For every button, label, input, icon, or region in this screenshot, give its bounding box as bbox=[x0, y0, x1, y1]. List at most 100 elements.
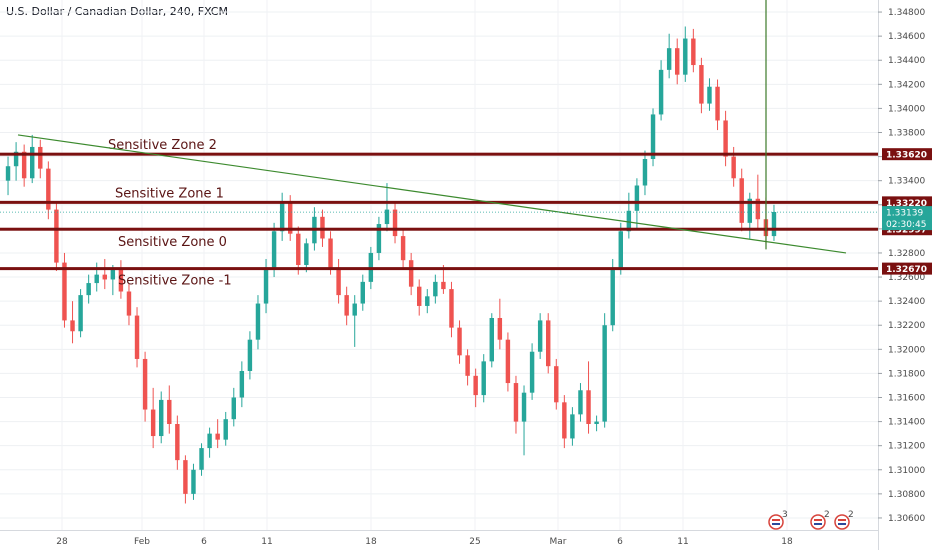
candle bbox=[255, 295, 261, 350]
candle-body bbox=[5, 166, 11, 181]
current-price-text: 1.33139 bbox=[886, 209, 923, 219]
candle-body bbox=[231, 397, 236, 420]
candle-body bbox=[433, 281, 438, 297]
badge-count: 2 bbox=[848, 510, 854, 520]
zone-price-tag: 1.33620 bbox=[882, 148, 932, 161]
candle-body bbox=[666, 48, 672, 70]
candle-body bbox=[747, 198, 752, 223]
candle-body bbox=[183, 460, 188, 494]
candle-body bbox=[521, 392, 527, 422]
y-tick-label: 1.33400 bbox=[888, 177, 925, 187]
candle bbox=[554, 358, 559, 410]
zone-label: Sensitive Zone 1 bbox=[115, 186, 224, 201]
flag-stripe bbox=[838, 519, 846, 521]
candle bbox=[457, 320, 462, 364]
candle bbox=[481, 354, 486, 403]
candle-body bbox=[537, 320, 543, 352]
candle-body bbox=[578, 390, 583, 415]
candle-body bbox=[86, 283, 91, 296]
y-tick-label: 1.31800 bbox=[888, 369, 925, 379]
candle bbox=[62, 252, 67, 328]
candle-body bbox=[699, 65, 704, 104]
candle-body bbox=[159, 399, 164, 437]
candle bbox=[594, 415, 599, 432]
candle-body bbox=[360, 281, 365, 304]
zone-line bbox=[0, 200, 878, 204]
candle bbox=[134, 307, 140, 368]
candle bbox=[626, 192, 632, 239]
zone-tag-bg bbox=[882, 196, 932, 209]
candle-body bbox=[255, 303, 261, 340]
candle-body bbox=[134, 315, 140, 359]
economic-event-badge: 3 bbox=[768, 510, 788, 530]
candle bbox=[521, 385, 527, 456]
x-tick-label: 25 bbox=[469, 537, 480, 547]
y-tick-label: 1.32600 bbox=[888, 273, 925, 283]
candle bbox=[5, 156, 11, 196]
candle-body bbox=[328, 238, 333, 268]
candle bbox=[400, 228, 406, 268]
candle-body bbox=[497, 318, 503, 340]
candle-body bbox=[21, 151, 27, 179]
zone-tag-bg bbox=[882, 148, 932, 161]
candle bbox=[505, 332, 511, 392]
candle-body bbox=[425, 296, 430, 306]
candle bbox=[489, 313, 494, 368]
zone-line bbox=[0, 227, 878, 231]
candle bbox=[747, 192, 752, 239]
economic-event-badge: 2 bbox=[810, 510, 830, 530]
zone-tag-text: 1.33220 bbox=[886, 199, 927, 209]
x-tick-label: Mar bbox=[550, 537, 567, 547]
candle-body bbox=[610, 267, 615, 326]
candle-body bbox=[191, 469, 196, 494]
y-tick-label: 1.31200 bbox=[888, 442, 925, 452]
economic-event-badge: 2 bbox=[834, 510, 854, 530]
chart-title: U.S. Dollar / Canadian Dollar, 240, FXCM bbox=[6, 5, 228, 18]
candle-body bbox=[150, 409, 156, 437]
candle-body bbox=[715, 86, 720, 121]
candle bbox=[529, 343, 535, 400]
candle-body bbox=[642, 159, 648, 186]
candle bbox=[392, 202, 398, 244]
y-tick-label: 1.32400 bbox=[888, 297, 925, 307]
candle-body bbox=[723, 120, 728, 157]
candle bbox=[183, 455, 188, 504]
candle bbox=[739, 168, 744, 232]
candle-body bbox=[167, 399, 172, 424]
candle bbox=[513, 375, 519, 434]
y-tick-label: 1.34400 bbox=[888, 56, 925, 66]
y-tick-label: 1.31400 bbox=[888, 418, 925, 428]
grid bbox=[0, 0, 878, 530]
candle-body bbox=[731, 156, 736, 179]
x-tick-label: 28 bbox=[56, 537, 68, 547]
candle bbox=[344, 286, 349, 326]
candle-body bbox=[457, 327, 462, 356]
candle-body bbox=[247, 339, 253, 371]
zone-tag-bg bbox=[882, 262, 932, 275]
candle-body bbox=[449, 289, 454, 328]
candle bbox=[247, 331, 253, 380]
candle-body bbox=[634, 185, 640, 211]
y-tick-label: 1.32800 bbox=[888, 249, 925, 259]
candle bbox=[707, 78, 712, 111]
candle bbox=[666, 33, 672, 79]
candle bbox=[715, 79, 720, 131]
y-tick-label: 1.30800 bbox=[888, 490, 925, 500]
candle-body bbox=[336, 267, 341, 296]
candle bbox=[602, 313, 607, 428]
candle-body bbox=[320, 216, 325, 239]
candle bbox=[94, 262, 99, 292]
candle bbox=[425, 289, 430, 314]
candle bbox=[239, 361, 245, 408]
candle bbox=[675, 38, 680, 85]
candle bbox=[650, 108, 656, 167]
candle-body bbox=[78, 295, 83, 332]
zones: Sensitive Zone 2 Sensitive Zone 1 Sensitiv… bbox=[0, 138, 878, 289]
x-tick-label: 18 bbox=[781, 537, 793, 547]
zone-line bbox=[0, 267, 878, 271]
candle bbox=[263, 258, 269, 314]
event-badges: 3 2 2 bbox=[768, 510, 854, 530]
current-price-bg bbox=[882, 206, 932, 231]
